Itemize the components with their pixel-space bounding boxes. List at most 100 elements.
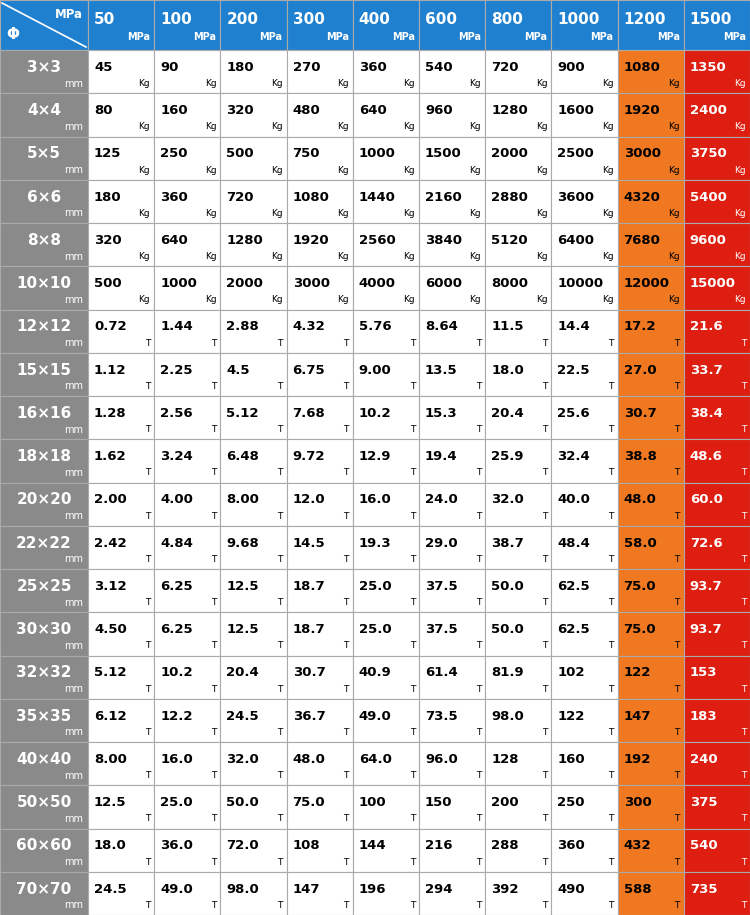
- Bar: [419, 742, 485, 785]
- Text: 144: 144: [358, 839, 386, 852]
- Text: 720: 720: [491, 60, 519, 74]
- Bar: [551, 179, 617, 223]
- Text: 18.0: 18.0: [491, 363, 524, 377]
- Text: 12.5: 12.5: [226, 623, 259, 636]
- Text: 122: 122: [623, 666, 651, 679]
- Text: 500: 500: [94, 277, 122, 290]
- Text: 14.4: 14.4: [557, 320, 590, 333]
- Text: 5.76: 5.76: [358, 320, 392, 333]
- Bar: [0, 828, 88, 872]
- Text: 72.6: 72.6: [690, 536, 722, 550]
- Text: Kg: Kg: [404, 123, 415, 132]
- Bar: [485, 872, 551, 915]
- Text: Kg: Kg: [536, 123, 548, 132]
- Text: 196: 196: [358, 883, 386, 896]
- Text: T: T: [476, 339, 482, 348]
- Text: T: T: [542, 641, 548, 651]
- Bar: [88, 0, 154, 50]
- Text: Kg: Kg: [470, 166, 482, 175]
- Text: 12.2: 12.2: [160, 709, 193, 723]
- Text: 38.4: 38.4: [690, 407, 723, 420]
- Text: 6.25: 6.25: [160, 623, 193, 636]
- Text: 4320: 4320: [623, 190, 661, 203]
- Text: 2.88: 2.88: [226, 320, 260, 333]
- Bar: [684, 0, 750, 50]
- Bar: [0, 396, 88, 439]
- Bar: [419, 0, 485, 50]
- Text: T: T: [741, 857, 746, 867]
- Text: T: T: [145, 598, 150, 608]
- Text: 36.7: 36.7: [292, 709, 326, 723]
- Text: 1200: 1200: [623, 12, 666, 27]
- Text: T: T: [344, 425, 349, 435]
- Bar: [551, 569, 617, 612]
- Text: 4.00: 4.00: [160, 493, 193, 506]
- Text: T: T: [344, 468, 349, 478]
- Text: T: T: [476, 901, 482, 910]
- Text: T: T: [278, 641, 283, 651]
- Bar: [220, 828, 286, 872]
- Text: 15×15: 15×15: [16, 362, 71, 378]
- Text: 60×60: 60×60: [16, 838, 72, 854]
- Text: 25.0: 25.0: [160, 796, 193, 809]
- Bar: [684, 699, 750, 742]
- Bar: [154, 309, 220, 353]
- Text: 6400: 6400: [557, 234, 595, 247]
- Bar: [0, 439, 88, 482]
- Bar: [286, 439, 352, 482]
- Bar: [0, 136, 88, 179]
- Bar: [352, 136, 419, 179]
- Bar: [88, 655, 154, 699]
- Text: T: T: [476, 382, 482, 391]
- Bar: [485, 309, 551, 353]
- Bar: [485, 828, 551, 872]
- Text: Kg: Kg: [271, 253, 283, 262]
- Text: T: T: [608, 511, 613, 521]
- Bar: [551, 353, 617, 396]
- Bar: [0, 223, 88, 266]
- Bar: [286, 179, 352, 223]
- Bar: [154, 612, 220, 655]
- Bar: [154, 526, 220, 569]
- Bar: [154, 699, 220, 742]
- Text: 6×6: 6×6: [27, 189, 62, 205]
- Bar: [88, 396, 154, 439]
- Text: T: T: [278, 814, 283, 824]
- Text: T: T: [542, 339, 548, 348]
- Text: Kg: Kg: [470, 253, 482, 262]
- Text: 12.5: 12.5: [94, 796, 127, 809]
- Bar: [419, 569, 485, 612]
- Text: T: T: [542, 814, 548, 824]
- Text: 10.2: 10.2: [160, 666, 193, 679]
- Text: T: T: [608, 468, 613, 478]
- Bar: [0, 569, 88, 612]
- Text: mm: mm: [64, 166, 83, 176]
- Text: 108: 108: [292, 839, 320, 852]
- Text: T: T: [344, 511, 349, 521]
- Bar: [220, 655, 286, 699]
- Text: 1.44: 1.44: [160, 320, 193, 333]
- Text: T: T: [211, 468, 217, 478]
- Text: 750: 750: [292, 147, 320, 160]
- Text: 147: 147: [292, 883, 320, 896]
- Bar: [419, 353, 485, 396]
- Bar: [617, 569, 684, 612]
- Bar: [485, 439, 551, 482]
- Bar: [286, 266, 352, 309]
- Bar: [684, 612, 750, 655]
- Text: mm: mm: [64, 295, 83, 305]
- Bar: [154, 266, 220, 309]
- Bar: [220, 266, 286, 309]
- Bar: [551, 266, 617, 309]
- Text: 6000: 6000: [425, 277, 462, 290]
- Text: Kg: Kg: [404, 166, 415, 175]
- Bar: [551, 396, 617, 439]
- Bar: [419, 612, 485, 655]
- Text: 960: 960: [425, 104, 452, 117]
- Bar: [0, 872, 88, 915]
- Text: 25.0: 25.0: [358, 623, 392, 636]
- Text: T: T: [145, 468, 150, 478]
- Bar: [286, 136, 352, 179]
- Text: Kg: Kg: [668, 253, 680, 262]
- Bar: [352, 0, 419, 50]
